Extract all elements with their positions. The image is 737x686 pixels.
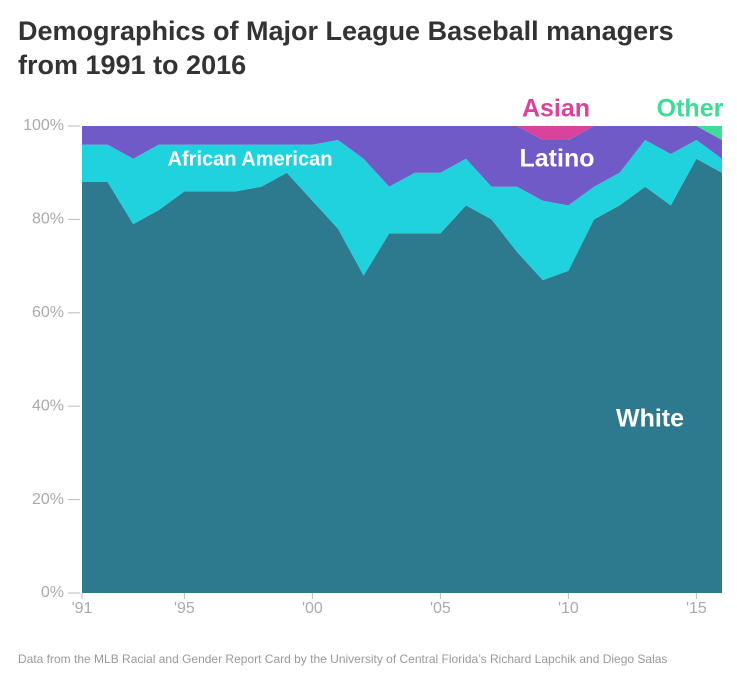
- y-tick-label: 60%: [32, 304, 64, 321]
- y-tick-label: 20%: [32, 491, 64, 508]
- x-tick-label: '05: [430, 600, 451, 617]
- area: [82, 140, 722, 281]
- legend-label: African American: [168, 148, 333, 170]
- legend-label: Asian: [522, 95, 590, 123]
- source-note: Data from the MLB Racial and Gender Repo…: [18, 652, 668, 666]
- y-tick-label: 40%: [32, 397, 64, 414]
- legend-label: White: [616, 405, 684, 433]
- x-tick-label: '95: [174, 600, 195, 617]
- chart-title: Demographics of Major League Baseball ma…: [18, 16, 674, 80]
- x-tick-label: '15: [686, 600, 707, 617]
- legend-label: Latino: [520, 145, 595, 173]
- y-tick-label: 80%: [32, 211, 64, 228]
- area: [82, 158, 722, 593]
- x-tick-label: '00: [302, 600, 323, 617]
- legend-label: Other: [657, 95, 724, 123]
- x-tick-label: '10: [558, 600, 579, 617]
- y-tick-label: 100%: [23, 117, 64, 134]
- x-tick-label: '91: [72, 600, 93, 617]
- area: [82, 126, 722, 141]
- area: [82, 126, 722, 206]
- y-tick-label: 0%: [41, 584, 64, 601]
